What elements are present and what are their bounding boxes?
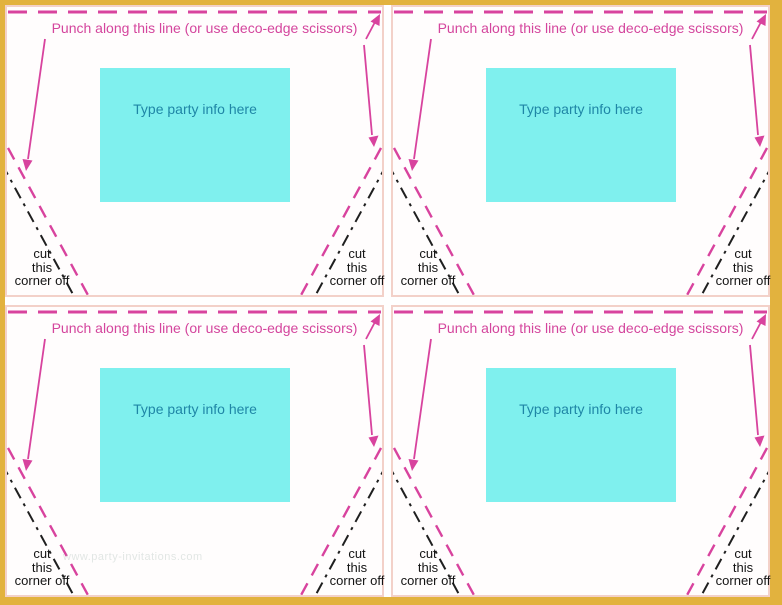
left-corner-punch-dashed-line <box>7 147 90 295</box>
punch-instruction: Punch along this line (or use deco-edge … <box>51 320 358 336</box>
arrow-up-to-punch-line <box>365 21 376 40</box>
party-info-placeholder: Type party info here <box>519 101 643 117</box>
arrow-left-head-icon <box>408 459 419 471</box>
cut-corner-note-left: cut this corner off <box>400 546 456 588</box>
right-corner-cut-dash-dot-line <box>700 471 768 595</box>
arrow-to-right-cut-line <box>749 344 759 436</box>
right-corner-punch-dashed-line <box>685 447 768 595</box>
arrow-up-to-punch-line <box>751 21 762 40</box>
party-info-placeholder: Type party info here <box>133 401 257 417</box>
left-corner-cut-dash-dot-line <box>7 171 75 295</box>
arrow-to-right-cut-line <box>363 44 373 136</box>
left-corner-punch-dashed-line <box>393 147 476 295</box>
party-info-placeholder: Type party info here <box>519 401 643 417</box>
cut-corner-note-left: cut this corner off <box>400 246 456 288</box>
cut-corner-note-right: cut this corner off <box>715 546 771 588</box>
arrow-to-left-cut-line <box>27 38 46 160</box>
left-corner-cut-dash-dot-line <box>393 471 461 595</box>
pennant-card-bottom-left: Punch along this line (or use deco-edge … <box>5 305 384 597</box>
arrow-right-head-icon <box>754 435 765 447</box>
arrow-up-to-punch-line <box>751 321 762 340</box>
punch-instruction: Punch along this line (or use deco-edge … <box>437 320 744 336</box>
left-corner-cut-dash-dot-line <box>393 171 461 295</box>
party-info-placeholder: Type party info here <box>133 101 257 117</box>
cut-corner-note-right: cut this corner off <box>329 246 385 288</box>
arrow-to-right-cut-line <box>749 44 759 136</box>
party-info-box[interactable]: Type party info here <box>100 368 290 502</box>
right-corner-cut-dash-dot-line <box>314 171 382 295</box>
pennant-card-bottom-right: Punch along this line (or use deco-edge … <box>391 305 770 597</box>
guide-lines <box>7 310 382 595</box>
arrow-right-head-icon <box>368 435 379 447</box>
cut-corner-note-left: cut this corner off <box>14 546 70 588</box>
arrow-left-head-icon <box>22 159 33 171</box>
punch-instruction: Punch along this line (or use deco-edge … <box>51 20 358 36</box>
right-corner-cut-dash-dot-line <box>700 171 768 295</box>
arrow-left-head-icon <box>408 159 419 171</box>
pennant-card-top-left: Punch along this line (or use deco-edge … <box>5 5 384 297</box>
right-corner-cut-dash-dot-line <box>314 471 382 595</box>
cut-corner-note-left: cut this corner off <box>14 246 70 288</box>
arrow-to-right-cut-line <box>363 344 373 436</box>
left-corner-cut-dash-dot-line <box>7 471 75 595</box>
punch-instruction: Punch along this line (or use deco-edge … <box>437 20 744 36</box>
pennant-card-top-right: Punch along this line (or use deco-edge … <box>391 5 770 297</box>
arrow-up-to-punch-line <box>365 321 376 340</box>
party-info-box[interactable]: Type party info here <box>486 368 676 502</box>
guide-lines <box>393 10 768 295</box>
right-corner-punch-dashed-line <box>299 447 382 595</box>
arrow-to-left-cut-line <box>413 338 432 460</box>
party-info-box[interactable]: Type party info here <box>100 68 290 202</box>
arrow-up-head-icon <box>370 14 380 26</box>
party-info-box[interactable]: Type party info here <box>486 68 676 202</box>
left-corner-punch-dashed-line <box>393 447 476 595</box>
right-corner-punch-dashed-line <box>299 147 382 295</box>
right-corner-punch-dashed-line <box>685 147 768 295</box>
left-corner-punch-dashed-line <box>7 447 90 595</box>
arrow-to-left-cut-line <box>27 338 46 460</box>
arrow-to-left-cut-line <box>413 38 432 160</box>
arrow-left-head-icon <box>22 459 33 471</box>
cut-corner-note-right: cut this corner off <box>329 546 385 588</box>
arrow-right-head-icon <box>754 135 765 147</box>
pennant-grid: Punch along this line (or use deco-edge … <box>5 5 770 597</box>
arrow-right-head-icon <box>368 135 379 147</box>
guide-lines <box>393 310 768 595</box>
arrow-up-head-icon <box>756 14 766 26</box>
arrow-up-head-icon <box>756 314 766 326</box>
arrow-up-head-icon <box>370 314 380 326</box>
guide-lines <box>7 10 382 295</box>
watermark: www.party-invitations.com <box>63 551 203 563</box>
cut-corner-note-right: cut this corner off <box>715 246 771 288</box>
